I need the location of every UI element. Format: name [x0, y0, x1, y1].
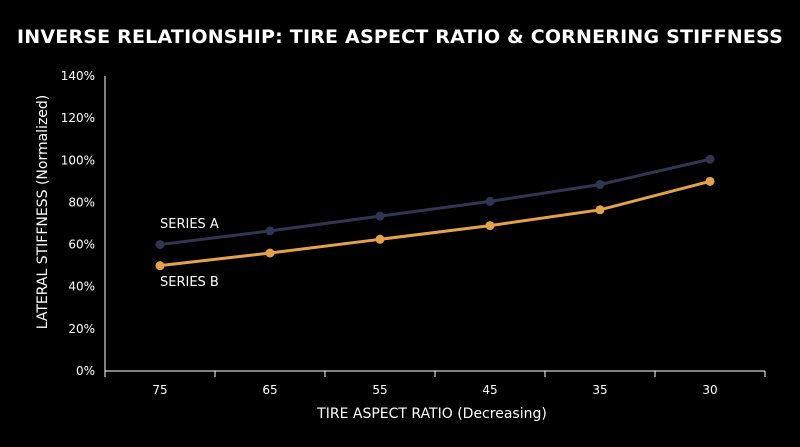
series-b-label: SERIES B: [160, 275, 219, 290]
y-tick-label: 40%: [68, 280, 95, 294]
data-point: [705, 154, 715, 164]
series-line: [159, 179, 711, 268]
series-b: [155, 176, 715, 271]
x-axis: 75 65 55 45 35 30: [104, 370, 766, 397]
y-tick-label: 20%: [68, 322, 95, 336]
series-a: [155, 154, 715, 250]
y-tick-label: 120%: [61, 111, 95, 125]
data-point: [485, 221, 495, 231]
x-tick-label: 30: [702, 383, 717, 397]
data-point: [155, 240, 165, 250]
data-point: [375, 211, 385, 221]
x-tick-label: 35: [592, 383, 607, 397]
data-point: [485, 196, 495, 206]
chart-title: INVERSE RELATIONSHIP: TIRE ASPECT RATIO …: [17, 26, 783, 48]
y-axis: 0% 20% 40% 60% 80% 100% 120% 140%: [61, 69, 106, 378]
y-tick-label: 140%: [61, 69, 95, 83]
series-line: [159, 157, 711, 247]
data-point: [705, 176, 715, 186]
x-axis-label: TIRE ASPECT RATIO (Decreasing): [316, 406, 547, 422]
data-point: [155, 261, 165, 271]
x-tick-label: 75: [152, 383, 167, 397]
y-axis-label: LATERAL STIFFNESS (Normalized): [35, 95, 51, 330]
y-tick-label: 60%: [68, 238, 95, 252]
series-layer: [155, 154, 715, 271]
x-tick-label: 45: [482, 383, 497, 397]
data-point: [595, 180, 605, 190]
x-tick-label: 55: [372, 383, 387, 397]
y-tick-label: 100%: [61, 153, 95, 167]
y-tick-label: 0%: [76, 364, 95, 378]
y-tick-label: 80%: [68, 195, 95, 209]
data-point: [265, 226, 275, 236]
data-point: [595, 205, 605, 215]
series-a-label: SERIES A: [160, 217, 219, 232]
data-point: [265, 248, 275, 258]
data-point: [375, 234, 385, 244]
x-tick-label: 65: [262, 383, 277, 397]
